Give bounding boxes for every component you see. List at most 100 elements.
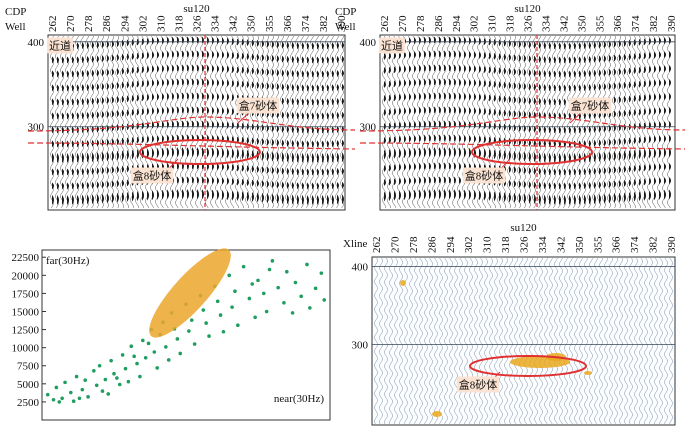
point [60, 396, 64, 401]
axis-label: Well [5, 21, 26, 33]
y-tick-label: 5000 [17, 379, 40, 391]
x-tick-label: 286 [426, 236, 438, 253]
x-tick-label: 366 [282, 15, 294, 32]
x-tick-label: 270 [397, 15, 409, 32]
x-tick-label: 350 [246, 15, 258, 32]
point [236, 323, 240, 328]
point [319, 271, 324, 275]
y-tick-label: 17500 [12, 288, 40, 300]
point [233, 289, 237, 294]
x-tick-label: 286 [101, 15, 113, 32]
point [45, 392, 50, 397]
point [103, 377, 108, 382]
target-ellipse [139, 139, 261, 165]
point [218, 313, 223, 317]
horizon [359, 116, 685, 132]
chart-title: su120 [183, 3, 210, 15]
axis-label: far(30Hz) [46, 255, 90, 267]
point [57, 400, 62, 404]
x-tick-label: 334 [540, 15, 552, 32]
x-tick-label: 342 [558, 16, 570, 33]
point [253, 315, 257, 320]
y-tick-label: 400 [28, 37, 45, 49]
x-tick-label: 355 [264, 15, 276, 32]
point [293, 280, 298, 285]
horizon [359, 142, 685, 150]
point [100, 389, 105, 393]
y-tick-label: 7500 [17, 361, 40, 373]
x-tick-label: 342 [555, 237, 567, 254]
x-tick-label: 294 [119, 15, 131, 32]
annotation-bg [456, 376, 500, 393]
target-ellipse [469, 355, 587, 377]
point [250, 282, 255, 286]
point [308, 306, 312, 310]
x-tick-label: 262 [379, 16, 391, 33]
point [256, 278, 260, 283]
annotation: 盒8砂体 [465, 169, 504, 183]
x-tick-label: 310 [155, 15, 167, 32]
point [261, 291, 266, 296]
horizon [27, 142, 356, 150]
point [74, 374, 79, 379]
x-tick-label: 294 [445, 236, 457, 253]
x-tick-label: 326 [192, 15, 204, 32]
annotation: 近道 [49, 39, 71, 53]
y-tick-label: 300 [360, 122, 377, 134]
point [201, 308, 206, 312]
point [155, 366, 159, 370]
y-tick-label: 400 [352, 261, 369, 273]
axis-label: Xline [343, 238, 368, 250]
point [241, 264, 246, 269]
seismic-trace [374, 257, 673, 425]
x-tick-label: 302 [463, 237, 475, 254]
point [290, 311, 295, 315]
x-tick-label: 350 [574, 236, 586, 253]
point [71, 399, 76, 403]
y-tick-label: 300 [28, 122, 45, 134]
x-tick-label: 318 [505, 15, 517, 32]
x-tick-label: 302 [137, 16, 149, 33]
y-tick-label: 400 [360, 37, 377, 49]
x-tick-label: 374 [300, 15, 312, 32]
x-tick-label: 262 [47, 16, 59, 33]
chart-title: su120 [514, 3, 541, 15]
point [299, 294, 304, 299]
point [227, 273, 231, 278]
point [204, 321, 208, 325]
x-tick-label: 350 [576, 15, 588, 32]
point [175, 337, 180, 341]
y-tick-label: 2500 [17, 397, 40, 409]
annotation: 盒7砂体 [239, 99, 278, 113]
point [270, 259, 275, 263]
x-tick-label: 326 [523, 15, 535, 32]
x-tick-label: 366 [611, 236, 623, 253]
point [187, 329, 191, 333]
point [129, 344, 134, 349]
x-tick-label: 326 [519, 236, 531, 253]
target-ellipse [471, 139, 593, 165]
point [264, 309, 269, 314]
annotation-bg [462, 167, 506, 184]
point [141, 338, 145, 343]
axis-label: CDP [335, 6, 356, 18]
x-tick-label: 270 [389, 236, 401, 253]
y-tick-label: 20000 [12, 270, 40, 282]
annotation: 盒8砂体 [133, 169, 172, 183]
point [83, 378, 87, 383]
point [109, 358, 113, 363]
x-tick-label: 270 [65, 15, 77, 32]
x-tick-label: 310 [482, 236, 494, 253]
point [267, 267, 272, 272]
annotation-bg [47, 37, 73, 54]
point [143, 355, 148, 360]
x-tick-label: 382 [648, 237, 660, 254]
x-tick-label: 318 [173, 15, 185, 32]
x-tick-label: 278 [408, 236, 420, 253]
point [152, 350, 157, 354]
point [230, 305, 234, 309]
annotation-bg [379, 37, 405, 54]
annotation: 盒8砂体 [459, 378, 498, 392]
axis-label: near(30Hz) [274, 393, 324, 405]
point [63, 380, 67, 385]
